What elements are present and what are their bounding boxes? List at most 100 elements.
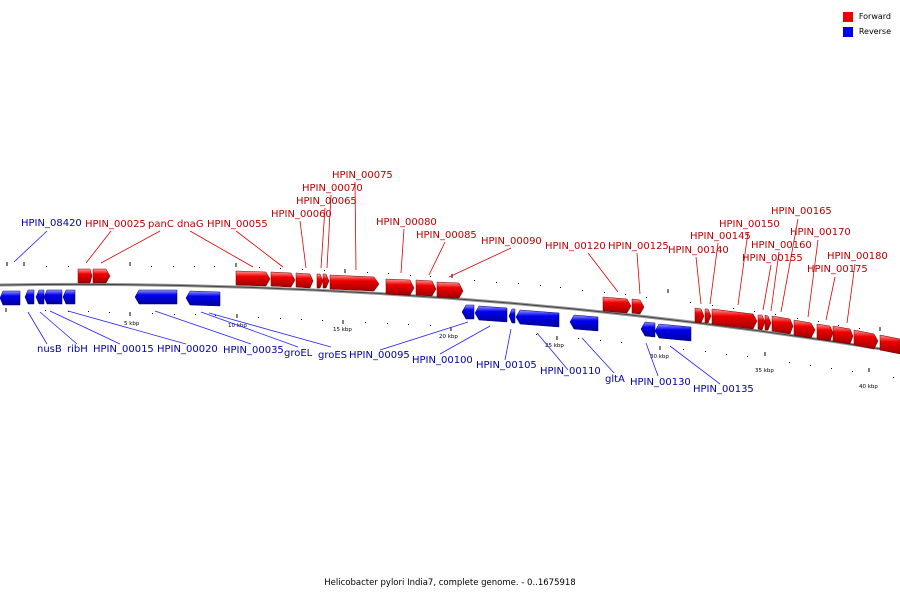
gene-label-HPIN_00095: HPIN_00095 [349,350,410,361]
gene-label-HPIN_00160: HPIN_00160 [751,240,812,251]
gene-label-HPIN_00110: HPIN_00110 [540,366,601,377]
scale-label-5kbp: 5 kbp [124,321,140,327]
forward-gene[interactable] [322,273,330,289]
scale-label-15kbp: 15 kbp [333,327,352,333]
gene-label-HPIN_00120: HPIN_00120 [545,241,606,252]
lower-ticks [5,308,870,372]
forward-gene[interactable] [77,268,93,284]
gene-label-HPIN_00055: HPIN_00055 [207,219,268,230]
gene-label-panC: panC [148,219,174,230]
gene-label-HPIN_00180: HPIN_00180 [827,251,888,262]
gene-label-HPIN_00170: HPIN_00170 [790,227,851,238]
gene-label-HPIN_00105: HPIN_00105 [476,360,537,371]
reverse-leaders [13,230,721,385]
forward-gene[interactable] [704,308,712,324]
legend-item-forward: Forward [842,9,891,24]
legend-swatch-reverse [842,26,853,37]
upper-dots [46,266,860,329]
forward-gene[interactable] [764,314,772,331]
reverse-gene[interactable] [569,314,599,332]
reverse-gene[interactable] [0,290,21,306]
forward-gene[interactable] [631,298,645,315]
reverse-genes [0,289,692,342]
forward-gene[interactable] [295,272,314,289]
forward-gene[interactable] [415,279,437,297]
scale-label-35kbp: 35 kbp [755,368,774,374]
reverse-gene[interactable] [24,289,35,305]
gene-label-HPIN_00020: HPIN_00020 [157,344,218,355]
gene-label-groES: groES [318,350,347,361]
reverse-gene[interactable] [515,309,560,328]
legend-swatch-forward [842,11,853,22]
forward-genes [77,268,900,355]
reverse-gene[interactable] [508,308,516,324]
gene-label-HPIN_00085: HPIN_00085 [416,230,477,241]
gene-label-HPIN_00140: HPIN_00140 [668,245,729,256]
legend-label-forward: Forward [858,12,891,21]
reverse-gene[interactable] [62,289,76,305]
gene-label-HPIN_00025: HPIN_00025 [85,219,146,230]
forward-gene[interactable] [771,315,794,335]
forward-gene[interactable] [316,273,324,289]
gene-label-HPIN_00150: HPIN_00150 [719,219,780,230]
reverse-gene[interactable] [461,304,475,320]
figure-caption: Helicobacter pylori India7, complete gen… [324,578,576,588]
gene-label-HPIN_00135: HPIN_00135 [693,384,754,395]
reverse-gene[interactable] [35,289,45,305]
forward-gene[interactable] [694,307,705,324]
gene-label-HPIN_00065: HPIN_00065 [296,196,357,207]
lower-dots [45,310,894,378]
forward-gene[interactable] [832,325,854,345]
forward-gene[interactable] [385,278,415,296]
forward-gene[interactable] [816,323,834,342]
legend-label-reverse: Reverse [858,27,891,36]
reverse-gene[interactable] [640,321,656,338]
forward-gene[interactable] [602,296,632,314]
scale-label-30kbp: 30 kbp [650,354,669,360]
gene-label-HPIN_00165: HPIN_00165 [771,206,832,217]
legend-item-reverse: Reverse [842,24,891,39]
upper-ticks [6,262,881,331]
gene-label-HPIN_00015: HPIN_00015 [93,344,154,355]
forward-leaders [85,181,856,324]
forward-gene[interactable] [711,308,758,330]
forward-gene[interactable] [329,274,380,292]
gene-label-groEL: groEL [284,348,313,359]
gene-label-HPIN_00090: HPIN_00090 [481,236,542,247]
gene-label-HPIN_00060: HPIN_00060 [271,209,332,220]
gene-label-HPIN_00075: HPIN_00075 [332,170,393,181]
gene-label-HPIN_00145: HPIN_00145 [690,231,751,242]
scale-label-40kbp: 40 kbp [859,384,878,390]
gene-label-dnaG: dnaG [177,219,204,230]
gene-label-HPIN_00130: HPIN_00130 [630,377,691,388]
gene-label-HPIN_00080: HPIN_00080 [376,217,437,228]
gene-label-HPIN_00070: HPIN_00070 [302,183,363,194]
gene-label-HPIN_00125: HPIN_00125 [608,241,669,252]
gene-label-HPIN_00100: HPIN_00100 [412,355,473,366]
gene-label-ribH: ribH [67,344,88,355]
gene-label-HPIN_00155: HPIN_00155 [742,253,803,264]
forward-gene[interactable] [879,334,900,355]
gene-label-HPIN_00175: HPIN_00175 [807,264,868,275]
gene-label-HPIN_00035: HPIN_00035 [223,345,284,356]
forward-gene[interactable] [92,268,111,284]
forward-gene[interactable] [436,281,464,299]
forward-gene[interactable] [757,314,766,331]
gene-label-HPIN_08420: HPIN_08420 [21,218,82,229]
gene-label-nusB: nusB [37,344,62,355]
reverse-gene[interactable] [43,289,63,305]
forward-gene[interactable] [853,329,879,350]
reverse-gene[interactable] [654,323,692,342]
gene-label-gltA: gltA [605,374,625,385]
scale-label-25kbp: 25 kbp [545,343,564,349]
reverse-gene[interactable] [185,290,221,307]
scale-label-20kbp: 20 kbp [439,334,458,340]
forward-gene[interactable] [793,319,816,339]
reverse-gene[interactable] [134,289,178,305]
forward-gene[interactable] [270,271,296,288]
legend: Forward Reverse [842,9,891,39]
reverse-gene[interactable] [474,305,508,323]
forward-gene[interactable] [235,270,271,287]
scale-label-10kbp: 10 kbp [228,323,247,329]
